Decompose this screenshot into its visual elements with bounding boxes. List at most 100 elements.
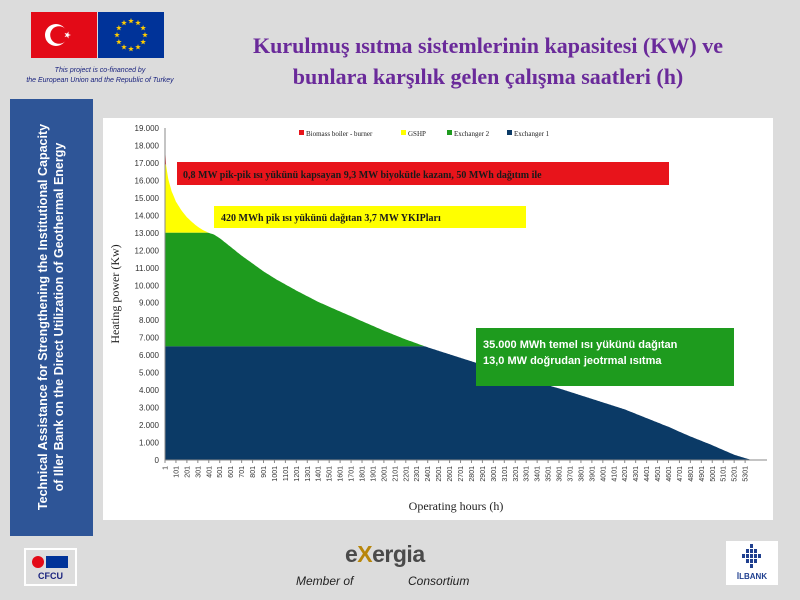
project-sidebar: Technical Assistance for Strengthening t…: [10, 99, 93, 536]
sidebar-line-1: Technical Assistance for Strengthening t…: [36, 123, 50, 511]
ilbank-grid-cell: [746, 554, 749, 558]
x-tick-label: 2401: [425, 466, 432, 482]
x-tick-label: 1101: [283, 466, 290, 481]
eu-star-icon: [142, 32, 148, 38]
x-tick-label: 401: [206, 466, 213, 478]
legend-label: Exchanger 1: [514, 130, 550, 138]
x-tick-label: 1601: [338, 466, 345, 482]
y-tick-label: 8.000: [139, 316, 160, 325]
turkey-flag-icon: [31, 12, 97, 58]
y-tick-label: 16.000: [135, 176, 160, 185]
x-tick-label: 3201: [513, 466, 520, 482]
ilbank-logo: İLBANK: [726, 541, 778, 585]
x-tick-label: 4201: [622, 466, 629, 482]
eu-star-icon: [135, 19, 141, 26]
member-of-label: Member of: [296, 574, 354, 588]
x-tick-label: 1701: [349, 466, 356, 482]
ilbank-grid-cell: [754, 554, 757, 558]
cofinance-line-1: This project is co-financed by: [54, 67, 146, 74]
title-line-2: bunlara karşılık gelen çalışma saatleri …: [292, 64, 684, 89]
y-tick-label: 9.000: [139, 299, 160, 308]
y-tick-label: 3.000: [139, 404, 160, 413]
y-tick-label: 14.000: [135, 211, 160, 220]
x-tick-label: 3601: [557, 466, 564, 482]
x-tick-label: 3301: [524, 466, 531, 482]
x-tick-label: 4901: [699, 466, 706, 482]
x-tick-label: 2301: [414, 466, 421, 482]
legend-swatch: [299, 130, 304, 135]
annotation-exchanger-box: [476, 328, 734, 386]
ilbank-grid-cell: [754, 559, 757, 563]
exergia-prefix: e: [345, 541, 358, 567]
x-tick-label: 4001: [600, 466, 607, 482]
y-tick-label: 11.000: [135, 264, 159, 273]
exergia-logo: eXergia: [345, 541, 425, 568]
cfcu-logo: CFCU: [24, 548, 77, 586]
y-tick-label: 6.000: [139, 351, 160, 360]
ilbank-grid-cell: [746, 559, 749, 563]
x-tick-label: 2801: [469, 466, 476, 482]
legend-swatch: [507, 130, 512, 135]
x-tick-label: 4801: [688, 466, 695, 482]
x-tick-label: 3801: [578, 466, 585, 482]
x-tick-label: 701: [239, 466, 246, 478]
x-tick-label: 4501: [655, 466, 662, 482]
cfcu-logo-label: CFCU: [38, 571, 63, 581]
x-tick-label: 101: [173, 466, 180, 478]
chart-panel: 0 1.000 2.000 3.000 4.000 5.000 6.000 7.000 8.00…: [103, 118, 773, 520]
series-area-exchanger-1: [165, 346, 752, 460]
x-tick-label: 1401: [316, 466, 323, 482]
annotation-exchanger-line-1: 35.000 MWh temel ısı yükünü dağıtan: [483, 339, 678, 351]
y-tick-label: 12.000: [135, 246, 160, 255]
annotation-biomass-text: 0,8 MW pik-pik ısı yükünü kapsayan 9,3 M…: [183, 170, 542, 181]
ilbank-grid-cell: [758, 554, 761, 558]
consortium-label: Consortium: [408, 574, 470, 588]
eu-flag-icon: [98, 12, 164, 58]
eu-star-icon: [121, 44, 127, 50]
x-tick-label: 3901: [589, 466, 596, 482]
eu-star-icon: [121, 19, 127, 26]
annotation-gshp-text: 420 MWh pik ısı yükünü dağıtan 3,7 MW YK…: [221, 213, 441, 224]
eu-star-icon: [116, 39, 122, 45]
y-tick-label: 2.000: [139, 421, 160, 430]
x-tick-label: 4401: [644, 466, 651, 482]
x-tick-label: 4301: [633, 466, 640, 482]
x-tick-label: 601: [228, 466, 235, 478]
y-tick-label: 7.000: [139, 334, 160, 343]
x-tick-label: 801: [250, 466, 257, 478]
y-tick-label: 13.000: [135, 229, 160, 238]
y-tick-label: 1.000: [139, 439, 160, 448]
x-tick-label: 1201: [294, 466, 301, 482]
x-tick-label: 5101: [721, 466, 728, 482]
x-tick-label: 5301: [743, 466, 750, 482]
x-tick-label: 1: [163, 466, 170, 470]
y-axis-title: Heating power (Kw): [108, 244, 122, 343]
legend-label: GSHP: [408, 130, 426, 138]
x-tick-label: 3501: [546, 466, 553, 482]
y-tick-label: 17.000: [135, 159, 160, 168]
exergia-rest: ergia: [372, 541, 425, 567]
x-tick-label: 2601: [447, 466, 454, 482]
eu-star-icon: [116, 25, 122, 31]
eu-star-icon: [128, 46, 134, 52]
eu-star-icon: [114, 32, 120, 38]
x-tick-label: 2201: [403, 466, 410, 482]
ilbank-grid-cell: [750, 544, 753, 548]
x-tick-label: 3701: [567, 466, 574, 482]
eu-star-icon: [140, 25, 146, 31]
x-tick-label: 2501: [436, 466, 443, 482]
x-tick-label: 3101: [502, 466, 509, 482]
eu-star-icon: [128, 18, 134, 24]
x-tick-label: 3401: [535, 466, 542, 482]
y-tick-label: 0: [155, 456, 160, 465]
x-tick-label: 1301: [305, 466, 312, 482]
x-tick-label: 2101: [392, 466, 399, 482]
x-tick-label: 1001: [272, 466, 279, 482]
ilbank-logo-label: İLBANK: [737, 572, 767, 581]
x-axis-title: Operating hours (h): [409, 499, 504, 513]
x-tick-label: 1901: [370, 466, 377, 482]
y-tick-label: 4.000: [139, 386, 160, 395]
x-tick-label: 2901: [480, 466, 487, 482]
ilbank-grid-cell: [746, 549, 749, 553]
sidebar-line-2: of Iller Bank on the Direct Utilization …: [52, 142, 66, 492]
